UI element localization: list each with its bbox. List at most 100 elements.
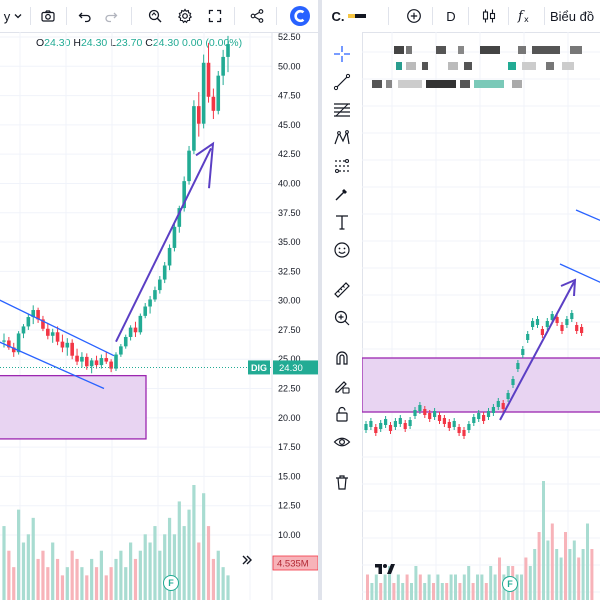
volume-bar — [484, 583, 488, 600]
toolbar-divider — [388, 7, 389, 25]
price-tick-label: 25.00 — [278, 354, 301, 364]
lock-icon[interactable] — [328, 402, 356, 426]
projection-icon[interactable] — [328, 154, 356, 178]
toolbar-divider — [276, 7, 277, 25]
volume-bar — [581, 549, 585, 600]
chevron-down-icon[interactable] — [12, 0, 24, 32]
lock-pencil-icon[interactable] — [328, 374, 356, 398]
svg-text:f: f — [517, 9, 525, 24]
redacted-legend-block — [398, 80, 422, 88]
brush-icon[interactable] — [328, 182, 356, 206]
fib-icon[interactable] — [328, 98, 356, 122]
candle-body — [187, 150, 191, 182]
zoom-icon[interactable] — [328, 306, 356, 330]
volume-bar — [167, 517, 172, 600]
volume-bar — [133, 558, 138, 600]
volume-bar — [12, 567, 16, 600]
candle-body — [531, 321, 535, 327]
toolbar-divider — [30, 7, 31, 25]
uptrend-arrowhead — [195, 141, 215, 189]
panel-divider[interactable] — [318, 0, 322, 600]
screenshot-search-icon[interactable] — [146, 0, 164, 32]
f-badge-icon[interactable]: F — [163, 575, 179, 591]
candle-body — [26, 317, 31, 327]
candle-body — [447, 422, 451, 428]
price-tick-label: 15.00 — [278, 471, 301, 481]
price-tick-label: 20.00 — [278, 413, 301, 423]
candle-body — [94, 360, 99, 366]
volume-bar — [7, 550, 11, 600]
volume-bar — [109, 567, 113, 600]
candles-icon[interactable] — [478, 0, 500, 32]
candle-body — [46, 328, 50, 336]
volume-bar — [542, 481, 545, 600]
double-chevron-right-icon[interactable] — [240, 553, 254, 567]
volume-bar — [405, 574, 409, 600]
gear-icon[interactable] — [176, 0, 194, 32]
volume-bar — [138, 550, 142, 600]
emoji-icon[interactable] — [328, 238, 356, 262]
ruler-icon[interactable] — [328, 278, 356, 302]
text-icon[interactable] — [328, 210, 356, 234]
candle-body — [467, 424, 471, 430]
candle-body — [65, 342, 70, 348]
camera-icon[interactable] — [39, 0, 57, 32]
redacted-legend-block — [522, 62, 536, 70]
volume-bar — [392, 583, 396, 600]
share-icon[interactable] — [248, 0, 266, 32]
price-tick-label: 30.00 — [278, 296, 301, 306]
right-price-chart[interactable] — [362, 32, 600, 600]
add-circle-icon[interactable] — [404, 0, 424, 32]
candle-body — [21, 326, 26, 334]
toolbar-divider — [234, 7, 235, 25]
candle-body — [167, 247, 172, 266]
volume-bar — [216, 550, 220, 600]
left-price-chart[interactable]: 52.50 50.00 47.50 45.00 42.50 40.00 37.50 35.00… — [0, 32, 318, 600]
redo-icon[interactable] — [102, 0, 120, 32]
trash-icon[interactable] — [328, 470, 356, 494]
candle-body — [177, 208, 182, 227]
candle-body — [393, 421, 397, 427]
volume-bar — [374, 574, 378, 600]
timeframe-label[interactable]: y — [3, 8, 11, 24]
eye-icon[interactable] — [328, 430, 356, 454]
volume-bar — [537, 532, 541, 600]
volume-bar — [172, 534, 177, 600]
brand-c-icon[interactable] — [287, 0, 313, 32]
volume-bar — [524, 557, 528, 600]
magnet-icon[interactable] — [328, 346, 356, 370]
candle-body — [413, 410, 417, 416]
crosshair-icon[interactable] — [328, 42, 356, 66]
undo-icon[interactable] — [76, 0, 94, 32]
redacted-legend-block — [396, 62, 402, 70]
redacted-legend-block — [464, 62, 472, 70]
trendline-icon[interactable] — [328, 70, 356, 94]
volume-bar — [396, 574, 400, 600]
support-zone-rect — [0, 374, 147, 440]
candle-body — [11, 347, 16, 353]
candle-body — [491, 407, 495, 413]
candle-body — [70, 342, 74, 356]
candle-body — [89, 360, 94, 367]
volume-bar — [555, 549, 559, 600]
volume-bar — [202, 493, 206, 600]
candle-body — [535, 319, 540, 325]
symbol-search[interactable]: C. — [331, 8, 345, 24]
fullscreen-icon[interactable] — [206, 0, 224, 32]
f-badge-icon[interactable]: F — [502, 576, 518, 592]
interval-button[interactable]: D — [446, 8, 456, 24]
redacted-legend-block — [386, 80, 392, 88]
candle-body — [511, 379, 515, 385]
volume-bar — [383, 574, 387, 600]
candle-body — [123, 336, 128, 347]
candle-body — [226, 44, 230, 57]
chart-layout-button[interactable]: Biểu đồ — [550, 8, 595, 24]
volume-bar — [401, 583, 405, 600]
price-tick-label: 35.00 — [278, 237, 301, 247]
candle-body — [192, 106, 196, 151]
candle-body — [408, 420, 412, 426]
channel-upper-line — [0, 299, 115, 357]
volume-bar — [41, 550, 45, 600]
pattern-icon[interactable] — [328, 126, 356, 150]
